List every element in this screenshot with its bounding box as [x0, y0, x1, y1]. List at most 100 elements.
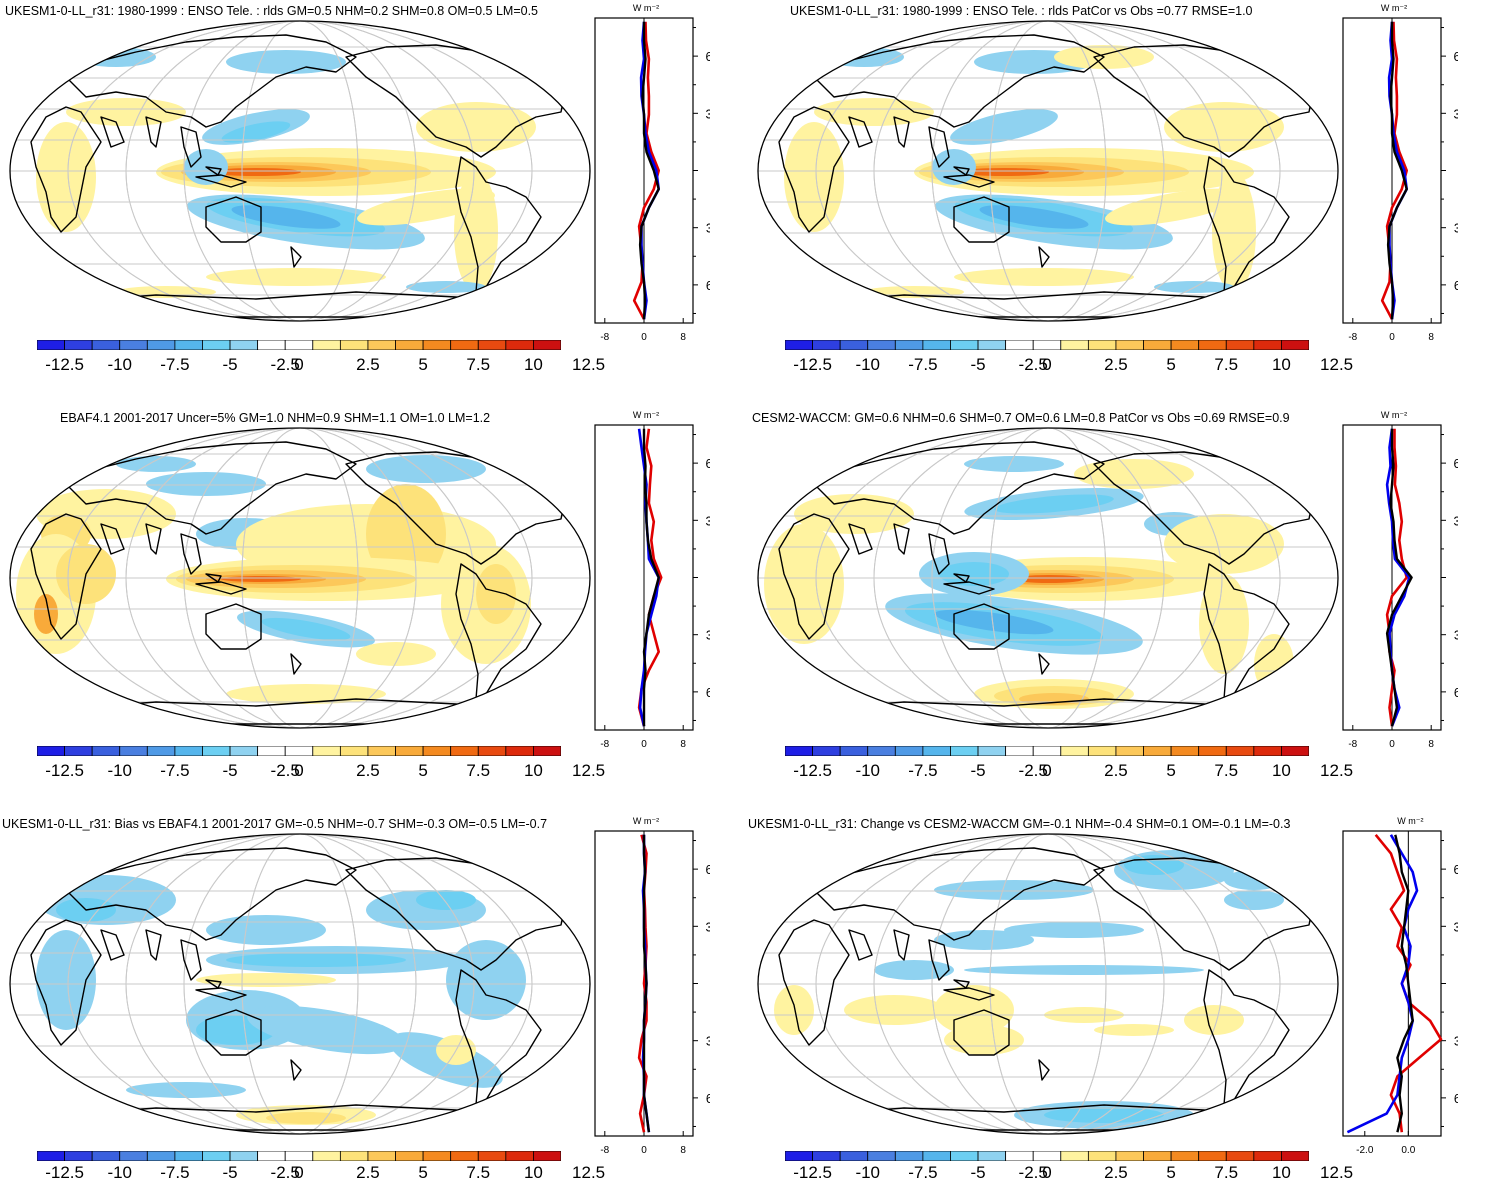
colorbar-label: 12.5: [572, 761, 606, 780]
colorbar-swatch: [174, 340, 203, 350]
colorbar-labels: -12.5 -10 -7.5 -5 -2.5 0 2.5 5 7.5 10 12.5: [785, 1163, 1353, 1185]
colorbar: [37, 340, 561, 350]
profile-x-tick-label: 8: [1428, 332, 1434, 343]
colorbar-swatch: [812, 340, 841, 350]
colorbar-label: -5: [222, 1163, 238, 1182]
profile-x-tick-label: 0: [641, 1145, 647, 1156]
colorbar-swatch: [1032, 746, 1062, 756]
colorbar-swatch: [1253, 1151, 1282, 1161]
colorbar-swatch: [202, 340, 231, 350]
colorbar-swatch: [395, 746, 424, 756]
colorbar-swatch: [867, 340, 896, 350]
colorbar-swatch: [505, 1151, 534, 1161]
svg-text:W m⁻²: W m⁻²: [1381, 410, 1407, 420]
profile-x-tick-label: -8: [600, 332, 609, 343]
colorbar-swatch: [174, 746, 203, 756]
colorbar-label: -2.5: [1018, 761, 1048, 780]
colorbar-swatch: [867, 746, 896, 756]
colorbar-label: -12.5: [793, 1163, 832, 1182]
profile-x-tick-label: 8: [1428, 739, 1434, 750]
colorbar-label: -2.5: [270, 1163, 300, 1182]
colorbar-swatch: [91, 340, 121, 350]
colorbar-swatch: [119, 1151, 148, 1161]
colorbar: [785, 340, 1309, 350]
colorbar-swatch: [450, 340, 479, 350]
colorbar-swatch: [533, 746, 561, 756]
colorbar: [37, 746, 561, 756]
colorbar-swatch: [922, 340, 951, 350]
colorbar-swatch: [1087, 1151, 1117, 1161]
colorbar-label: -10: [855, 761, 881, 780]
colorbar-swatch: [1198, 1151, 1227, 1161]
latitude-label: 30S: [1454, 629, 1458, 643]
colorbar-label: -5: [970, 355, 986, 374]
colorbar-swatch: [37, 340, 65, 350]
colorbar-labels: -12.5 -10 -7.5 -5 -2.5 0 2.5 5 7.5 10 12.5: [37, 1163, 605, 1185]
colorbar-labels: -12.5 -10 -7.5 -5 -2.5 0 2.5 5 7.5 10 12.5: [785, 761, 1353, 783]
colorbar-label: -12.5: [45, 761, 84, 780]
zonal-profile: W m⁻²60N30N030S60S-808: [594, 816, 710, 1156]
colorbar-swatch: [1032, 340, 1062, 350]
colorbar-swatch: [1115, 1151, 1144, 1161]
profile-line-model2: [1346, 834, 1419, 1134]
colorbar-swatch: [1225, 1151, 1255, 1161]
latitude-label: 30N: [706, 107, 710, 121]
colorbar: [785, 746, 1309, 756]
colorbar-labels: -12.5 -10 -7.5 -5 -2.5 0 2.5 5 7.5 10 12.5: [37, 355, 605, 377]
colorbar-label: 7.5: [1214, 1163, 1239, 1182]
colorbar-label: 12.5: [1320, 355, 1354, 374]
colorbar-swatch: [229, 1151, 259, 1161]
latitude-label: 60N: [1454, 50, 1458, 64]
colorbar-swatch: [1143, 746, 1172, 756]
colorbar-label: 5: [418, 761, 428, 780]
colorbar-label: -10: [855, 1163, 881, 1182]
colorbar-swatch: [977, 746, 1007, 756]
colorbar-swatch: [146, 1151, 176, 1161]
colorbar-label: -10: [855, 355, 881, 374]
colorbar-label: -12.5: [45, 1163, 84, 1182]
colorbar-swatch: [339, 340, 369, 350]
colorbar-swatch: [422, 1151, 452, 1161]
profile-x-tick-label: 0: [1389, 332, 1395, 343]
colorbar-swatch: [977, 340, 1007, 350]
profile-x-tick-label: -8: [600, 739, 609, 750]
colorbar: [37, 1151, 561, 1161]
colorbar-swatch: [229, 746, 259, 756]
colorbar-label: 10: [523, 1163, 543, 1182]
profile-line-model: [637, 428, 663, 727]
colorbar-label: 0: [294, 1163, 304, 1182]
colorbar-label: 2.5: [1104, 761, 1128, 780]
profile-x-tick-label: 0: [641, 739, 647, 750]
colorbar-swatch: [146, 746, 176, 756]
profile-x-tick-label: -8: [1348, 332, 1357, 343]
colorbar-label: 0: [294, 355, 304, 374]
colorbar-swatch: [284, 746, 314, 756]
colorbar-swatch: [950, 340, 979, 350]
colorbar-swatch: [1087, 340, 1117, 350]
latitude-label: 60S: [1454, 279, 1458, 293]
colorbar-swatch: [1060, 340, 1089, 350]
colorbar-swatch: [950, 746, 979, 756]
profile-line-model2: [637, 428, 660, 727]
colorbar-swatch: [1032, 1151, 1062, 1161]
colorbar-swatch: [367, 746, 396, 756]
colorbar-swatch: [839, 746, 869, 756]
latitude-label: 30S: [706, 1035, 710, 1049]
colorbar-swatch: [174, 1151, 203, 1161]
colorbar-label: -10: [107, 761, 133, 780]
zonal-profile: W m⁻²60N30N030S60S-2.00.0: [1342, 816, 1458, 1156]
colorbar-swatch: [1060, 746, 1089, 756]
colorbar-label: 7.5: [1214, 355, 1239, 374]
latitude-label: 60S: [706, 1092, 710, 1106]
colorbar-label: 2.5: [356, 1163, 380, 1182]
profile-x-tick-label: 0: [641, 332, 647, 343]
colorbar-swatch: [1253, 746, 1282, 756]
colorbar-swatch: [284, 340, 314, 350]
colorbar-swatch: [1281, 340, 1309, 350]
colorbar-swatch: [1253, 340, 1282, 350]
colorbar-swatch: [367, 340, 396, 350]
panel-title: CESM2-WACCM: GM=0.6 NHM=0.6 SHM=0.7 OM=0…: [752, 411, 1290, 425]
colorbar-swatch: [91, 1151, 121, 1161]
map-panel: [9, 833, 591, 1135]
colorbar-swatch: [450, 1151, 479, 1161]
